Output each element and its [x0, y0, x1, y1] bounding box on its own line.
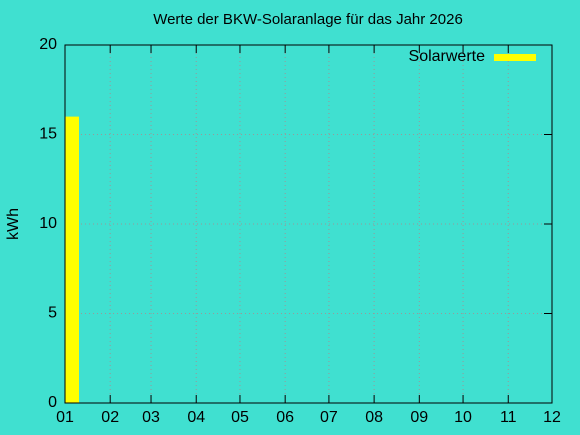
- x-tick-label: 09: [410, 409, 428, 426]
- y-tick-label: 15: [39, 126, 57, 143]
- x-tick-label: 01: [56, 409, 74, 426]
- x-tick-label: 03: [142, 409, 160, 426]
- legend-label: Solarwerte: [409, 48, 486, 65]
- y-tick-label: 5: [48, 305, 57, 322]
- x-tick-label: 10: [454, 409, 472, 426]
- x-tick-label: 06: [276, 409, 294, 426]
- y-tick-label: 10: [39, 215, 57, 232]
- y-axis-label: kWh: [5, 208, 22, 240]
- chart-title: Werte der BKW-Solaranlage für das Jahr 2…: [153, 11, 463, 28]
- x-tick-label: 12: [543, 409, 561, 426]
- x-tick-label: 04: [187, 409, 205, 426]
- plot-border: [64, 44, 553, 404]
- x-tick-label: 07: [320, 409, 338, 426]
- y-tick-label: 20: [39, 36, 57, 53]
- bar: [65, 116, 79, 403]
- x-tick-label: 02: [101, 409, 119, 426]
- x-tick-label: 05: [231, 409, 249, 426]
- y-tick-label: 0: [48, 394, 57, 411]
- x-tick-label: 08: [365, 409, 383, 426]
- legend-swatch: [494, 54, 536, 61]
- x-tick-label: 11: [500, 409, 517, 426]
